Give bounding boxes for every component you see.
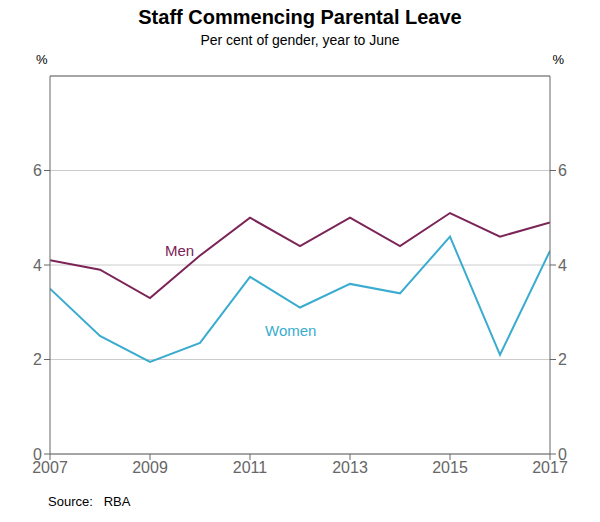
svg-text:Men: Men: [165, 242, 194, 259]
svg-text:2013: 2013: [332, 459, 368, 476]
html-text:Source: RBA: Source: RBA: [48, 494, 131, 509]
svg-text:4: 4: [33, 257, 42, 274]
html-text:Staff Commencing Parental Leav: Staff Commencing Parental Leave: [138, 6, 462, 28]
svg-text:Women: Women: [265, 322, 316, 339]
svg-text:2009: 2009: [132, 459, 168, 476]
svg-text:4: 4: [558, 257, 567, 274]
svg-text:2: 2: [33, 351, 42, 368]
html-text:Per cent of gender, year to Ju: Per cent of gender, year to June: [200, 32, 400, 48]
svg-text:0: 0: [558, 446, 567, 463]
svg-text:6: 6: [558, 162, 567, 179]
svg-text:0: 0: [33, 446, 42, 463]
svg-text:6: 6: [33, 162, 42, 179]
svg-text:2: 2: [558, 351, 567, 368]
svg-text:2017: 2017: [532, 459, 568, 477]
svg-text:2007: 2007: [32, 459, 68, 477]
svg-text:2011: 2011: [233, 459, 268, 476]
svg-text:2015: 2015: [432, 459, 468, 476]
